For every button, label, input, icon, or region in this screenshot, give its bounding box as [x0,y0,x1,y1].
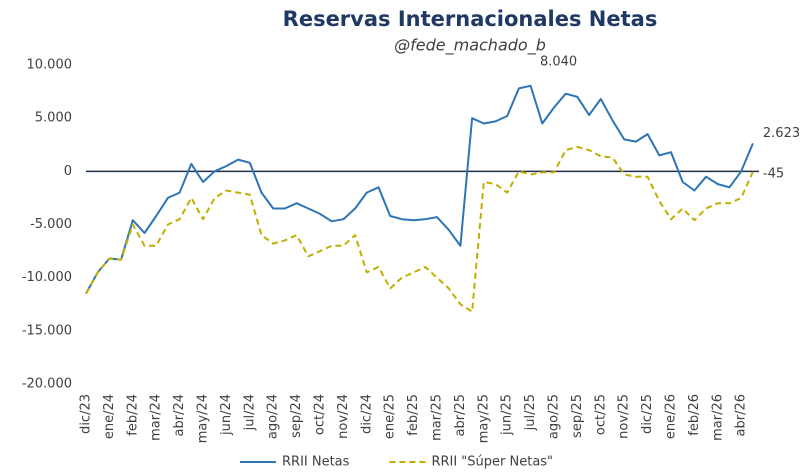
data-label: 2.623 [763,126,800,141]
x-tick-label: ene/26 [664,394,679,439]
x-tick-label: ago/25 [547,394,562,439]
y-tick-label: 10.000 [27,58,73,73]
x-tick-label: may/25 [476,394,491,443]
x-tick-label: mar/25 [430,394,445,441]
series-line [85,145,754,313]
legend-label: RRII Netas [282,455,350,470]
x-tick-label: may/24 [196,394,211,443]
data-label: 8.040 [540,54,577,69]
legend-label: RRII "Súper Netas" [431,455,553,470]
x-tick-label: feb/24 [125,394,140,436]
x-tick-label: ago/24 [266,394,281,439]
x-tick-label: feb/25 [406,394,421,436]
y-tick-label: 5.000 [35,111,72,126]
x-tick-label: abr/25 [453,394,468,437]
x-tick-label: ene/24 [102,394,117,439]
x-tick-label: abr/26 [734,394,749,437]
chart-subtitle: @fede_machado_b [394,36,546,56]
series-line [85,84,754,295]
y-tick-label: -10.000 [22,270,72,285]
x-tick-label: nov/24 [336,394,351,439]
x-tick-label: sep/24 [289,394,304,438]
x-tick-label: nov/25 [617,394,632,439]
y-tick-label: -5.000 [30,217,72,232]
x-tick-label: mar/26 [710,394,725,441]
x-tick-label: jun/24 [219,394,234,436]
x-tick-label: feb/26 [687,394,702,436]
y-tick-label: -15.000 [22,323,72,338]
y-tick-label: -20.000 [22,377,72,392]
x-tick-label: ene/25 [383,394,398,439]
x-tick-label: dic/23 [79,394,94,434]
x-tick-label: oct/25 [593,394,608,435]
x-tick-label: sep/25 [570,394,585,438]
x-tick-label: jul/25 [523,394,538,431]
y-tick-label: 0 [64,164,72,179]
x-tick-label: jul/24 [242,394,257,431]
x-tick-label: jun/25 [500,394,515,436]
x-tick-label: dic/25 [640,394,655,434]
x-tick-label: mar/24 [149,394,164,441]
chart-title: Reservas Internacionales Netas [283,7,658,31]
x-tick-label: oct/24 [313,394,328,435]
x-tick-label: abr/24 [172,394,187,437]
x-tick-label: dic/24 [359,394,374,434]
data-label: -45 [763,166,784,181]
